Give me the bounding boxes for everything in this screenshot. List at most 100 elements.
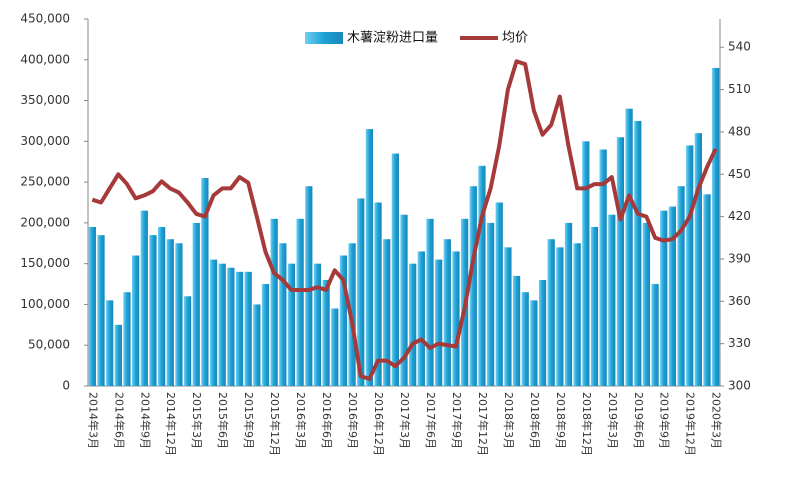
y2-tick-label: 450 [728, 167, 751, 181]
bar [530, 300, 538, 386]
bar [521, 292, 529, 386]
y-tick-label: 150,000 [20, 256, 70, 270]
bar [434, 259, 443, 386]
bar [157, 226, 166, 386]
bar [417, 251, 425, 386]
x-tick-label: 2015年12月 [268, 392, 282, 456]
bar [88, 226, 96, 386]
x-tick-label: 2019年9月 [658, 392, 672, 449]
bar [486, 222, 495, 386]
bar [261, 284, 270, 386]
legend-label: 均价 [502, 31, 528, 46]
bar [564, 222, 573, 386]
bar [296, 218, 304, 386]
bar [227, 267, 235, 386]
x-tick-label: 2014年9月 [138, 392, 152, 449]
x-tick-label: 2018年9月 [554, 392, 568, 449]
bar [140, 210, 148, 386]
bar [270, 218, 278, 386]
x-tick-label: 2018年6月 [528, 392, 542, 449]
y-tick-label: 200,000 [20, 215, 70, 229]
bar [694, 133, 702, 386]
y-tick-label: 350,000 [20, 93, 70, 107]
bar [452, 251, 460, 386]
x-tick-label: 2017年12月 [476, 392, 490, 456]
bar [426, 218, 434, 386]
bar [599, 149, 607, 386]
bar [183, 296, 192, 386]
y2-tick-label: 420 [728, 209, 751, 223]
bar [443, 239, 451, 386]
x-tick-label: 2018年3月 [502, 392, 516, 449]
y-tick-label: 250,000 [20, 175, 70, 189]
bar [175, 243, 183, 386]
x-tick-label: 2017年9月 [450, 392, 464, 449]
bar [590, 226, 599, 386]
y2-tick-label: 510 [728, 82, 751, 96]
x-tick-label: 2015年9月 [242, 392, 256, 449]
bar [642, 222, 651, 386]
y2-tick-label: 330 [728, 336, 751, 350]
x-tick-label: 2017年6月 [424, 392, 438, 449]
x-tick-label: 2019年3月 [606, 392, 620, 449]
bar [279, 243, 287, 386]
x-tick-label: 2020年3月 [710, 392, 724, 449]
bar [331, 308, 339, 386]
bar [582, 141, 590, 386]
bar [339, 255, 348, 386]
bar [469, 186, 477, 386]
legend-swatch [305, 32, 343, 44]
x-tick-label: 2016年9月 [346, 392, 360, 449]
bar [253, 304, 261, 386]
bar [495, 202, 503, 386]
bar [409, 263, 417, 386]
x-tick-label: 2016年12月 [372, 392, 386, 456]
bar [374, 202, 382, 386]
x-tick-label: 2014年6月 [112, 392, 126, 449]
bar [305, 186, 313, 386]
bar [192, 222, 200, 386]
x-tick-label: 2018年12月 [580, 392, 594, 456]
y-tick-label: 0 [62, 379, 70, 393]
bar [616, 137, 625, 386]
x-tick-label: 2019年12月 [684, 392, 698, 456]
bar [512, 275, 521, 386]
bar [218, 263, 226, 386]
legend-label: 木薯淀粉进口量 [347, 31, 438, 46]
bar [166, 239, 174, 386]
line [91, 59, 718, 381]
y-tick-label: 50,000 [28, 338, 70, 352]
x-tick-label: 2016年3月 [294, 392, 308, 449]
y2-tick-label: 390 [728, 251, 751, 265]
x-tick-label: 2016年6月 [320, 392, 334, 449]
y-tick-label: 450,000 [20, 12, 70, 26]
bar [712, 67, 720, 386]
bar [149, 235, 157, 386]
bar [538, 279, 547, 386]
x-tick-label: 2019年6月 [632, 392, 646, 449]
bar [322, 279, 330, 386]
y2-tick-label: 540 [728, 40, 751, 54]
bar [400, 214, 408, 386]
y-tick-label: 400,000 [20, 52, 70, 66]
y2-tick-label: 480 [728, 124, 751, 138]
bar [97, 235, 105, 386]
x-tick-label: 2015年6月 [216, 392, 230, 449]
bar [668, 206, 677, 386]
bar [123, 292, 131, 386]
bar [651, 284, 659, 386]
y-tick-label: 300,000 [20, 134, 70, 148]
bar [209, 259, 218, 386]
bar [547, 239, 555, 386]
bar [573, 243, 581, 386]
bar [106, 300, 114, 386]
bar [287, 263, 296, 386]
bar [313, 263, 322, 386]
bar [244, 271, 252, 386]
bar [634, 120, 642, 386]
bar [357, 198, 365, 386]
x-tick-label: 2014年3月 [86, 392, 100, 449]
bar [703, 194, 711, 386]
bar [391, 153, 399, 386]
